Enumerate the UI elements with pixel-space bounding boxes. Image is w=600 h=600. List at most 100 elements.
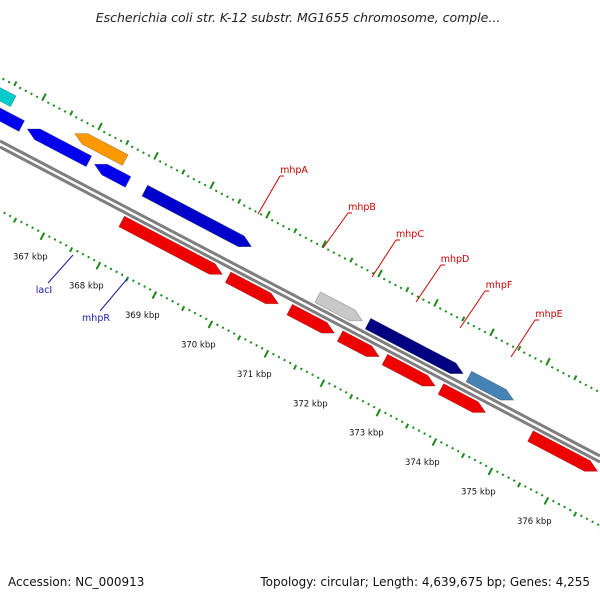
gene-feature[interactable] — [93, 163, 132, 188]
tick-mark — [148, 288, 152, 291]
tick-mark — [410, 292, 414, 296]
tick-mark — [265, 210, 271, 219]
tick-label: 372 kbp — [293, 399, 328, 409]
gene-feature[interactable] — [224, 271, 280, 305]
gene-callout-line — [510, 319, 536, 358]
tick-mark — [74, 116, 78, 119]
tick-mark — [232, 332, 236, 335]
tick-mark — [86, 121, 89, 125]
tick-mark — [316, 376, 320, 380]
gene-feature[interactable] — [0, 70, 26, 132]
tick-mark — [293, 228, 298, 234]
tick-mark — [7, 80, 11, 84]
gene-label-mhpb[interactable]: mhpB — [348, 202, 376, 213]
tick-mark — [431, 438, 438, 447]
tick-mark — [192, 177, 196, 181]
tick-mark — [568, 508, 572, 512]
tick-mark — [354, 263, 358, 266]
tick-mark — [108, 133, 112, 137]
tick-mark — [451, 446, 454, 450]
tick-mark — [473, 458, 477, 462]
tick-mark — [512, 479, 516, 482]
tick-mark — [282, 224, 285, 228]
tick-label: 368 kbp — [69, 282, 104, 292]
tick-mark — [48, 235, 51, 238]
tick-mark — [171, 299, 174, 303]
gene-feature[interactable] — [465, 370, 515, 401]
tick-mark — [562, 371, 565, 375]
tick-mark — [158, 160, 162, 163]
gene-label-mhpf[interactable]: mhpF — [486, 280, 513, 291]
tick-mark — [573, 375, 578, 381]
inner-tick-ring — [0, 209, 600, 534]
gene-feature[interactable] — [437, 383, 487, 413]
gene-feature[interactable] — [0, 54, 17, 108]
gene-feature[interactable] — [527, 430, 599, 472]
tick-mark — [198, 180, 201, 184]
tick-mark — [399, 286, 403, 290]
tick-mark — [367, 402, 370, 406]
tick-mark — [237, 198, 242, 204]
tick-mark — [461, 452, 466, 459]
gene-label-laci[interactable]: lacI — [36, 285, 53, 296]
gene-feature[interactable] — [381, 353, 436, 387]
tick-mark — [76, 249, 79, 253]
tick-mark — [389, 414, 393, 418]
gene-label-mhpr[interactable]: mhpR — [82, 313, 110, 324]
gene-label-mhpc[interactable]: mhpC — [396, 229, 424, 240]
gene-labels: lacI mhpR mhpA mhpB mhpC mhpD mhpF mhpE — [36, 165, 563, 358]
gene-feature[interactable] — [141, 184, 253, 247]
tick-mark — [489, 328, 495, 337]
tick-mark — [422, 298, 425, 302]
gene-label-mhpe[interactable]: mhpE — [535, 309, 562, 320]
gene-feature[interactable] — [314, 291, 364, 322]
tick-mark — [270, 218, 274, 222]
tick-mark — [338, 254, 341, 257]
gene-feature[interactable] — [364, 317, 464, 375]
tick-mark — [119, 139, 123, 143]
tick-mark — [188, 308, 191, 312]
tick-mark — [227, 329, 230, 332]
gene-label-mhpa[interactable]: mhpA — [280, 165, 308, 176]
tick-mark — [584, 383, 588, 387]
tick-mark — [35, 95, 39, 99]
tick-mark — [95, 261, 102, 270]
tick-mark — [143, 285, 146, 288]
tick-mark — [580, 514, 583, 518]
gene-callout-line — [459, 290, 486, 329]
tick-mark — [80, 118, 84, 122]
gene-feature[interactable] — [118, 215, 224, 275]
tick-mark — [254, 210, 257, 213]
tick-mark — [114, 136, 117, 140]
gene-label-mhpd[interactable]: mhpD — [441, 254, 470, 265]
tick-mark — [288, 361, 292, 365]
tick-mark — [440, 441, 443, 444]
gene-callout-line — [99, 278, 128, 312]
tick-mark — [102, 130, 106, 134]
tick-mark — [377, 269, 383, 278]
tick-mark — [339, 388, 342, 391]
tick-mark — [193, 311, 197, 315]
tick-mark — [259, 213, 263, 216]
tick-mark — [591, 520, 594, 524]
gene-feature[interactable] — [74, 133, 129, 166]
tick-mark — [53, 238, 57, 241]
gene-feature[interactable] — [26, 128, 93, 168]
tick-mark — [36, 229, 40, 233]
tick-mark — [248, 207, 252, 210]
tick-mark — [63, 110, 67, 113]
tick-mark — [277, 355, 281, 359]
gene-feature[interactable] — [336, 330, 380, 358]
tick-mark — [326, 248, 330, 252]
tick-mark — [310, 239, 313, 243]
tick-mark — [170, 166, 173, 169]
tick-mark — [41, 93, 47, 102]
tick-mark — [39, 232, 46, 241]
gene-feature[interactable] — [286, 303, 336, 334]
tick-mark — [539, 360, 543, 363]
tick-mark — [276, 221, 280, 225]
tick-mark — [534, 357, 537, 360]
tick-mark — [412, 426, 415, 430]
tick-mark — [483, 330, 487, 334]
tick-mark — [69, 110, 74, 116]
